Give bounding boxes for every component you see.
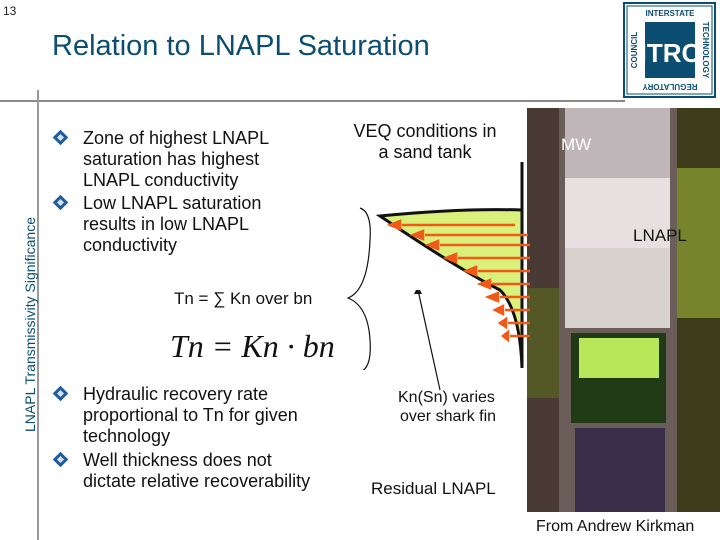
side-divider	[37, 90, 39, 540]
side-label: LNAPL Transmissivity Significance	[22, 216, 38, 432]
mw-label: MW	[561, 135, 592, 154]
kn-label: Kn(Sn) varies over shark fin	[398, 389, 497, 425]
shark-fin-diagram	[346, 162, 530, 370]
arrow-head	[442, 252, 458, 264]
logo-right-text: TECHNOLOGY	[701, 22, 710, 79]
lnapl-label: LNAPL	[633, 226, 687, 245]
bullet-3: Hydraulic recovery rate proportional to …	[52, 384, 298, 447]
arrow-head	[497, 316, 508, 330]
bullet-diamond-icon	[52, 451, 69, 468]
logo-center-text: ITRC	[640, 38, 701, 68]
arrow-head	[500, 329, 510, 343]
pointer-lines	[414, 290, 526, 490]
photo-credit: From Andrew Kirkman	[536, 518, 695, 535]
bullet-diamond-icon	[52, 129, 69, 146]
arrow-head	[424, 239, 440, 251]
page-number: 13	[3, 4, 17, 18]
arrow-head	[492, 303, 505, 317]
tn-formula: Tn = ∑ Kn over bn	[174, 289, 313, 308]
residual-label: Residual LNAPL	[371, 479, 496, 498]
logo-top-text: INTERSTATE	[645, 9, 695, 18]
logo-left-text: COUNCIL	[630, 32, 639, 69]
itrc-logo: ITRC INTERSTATE REGULATORY COUNCIL TECHN…	[623, 2, 716, 98]
equation: Tn = Kn · bn	[170, 328, 335, 364]
veq-label: VEQ conditions in a sand tank	[353, 121, 497, 162]
arrow-head	[462, 265, 478, 277]
arrow-head	[484, 291, 500, 303]
arrow-head	[409, 229, 425, 241]
bullet-1: Zone of highest LNAPL saturation has hig…	[52, 128, 269, 191]
title-divider	[0, 100, 625, 102]
bullet-4: Well thickness does not dictate relative…	[52, 450, 310, 492]
brace	[346, 207, 371, 370]
bullet-diamond-icon	[52, 385, 69, 402]
bullet-2: Low LNAPL saturation results in low LNAP…	[52, 193, 261, 256]
slide-title: Relation to LNAPL Saturation	[52, 30, 430, 62]
logo-bottom-text: REGULATORY	[642, 82, 698, 91]
arrow-head	[476, 278, 492, 290]
sand-tank-photo	[527, 108, 720, 512]
bullet-diamond-icon	[52, 194, 69, 211]
arrow-head	[386, 219, 402, 231]
